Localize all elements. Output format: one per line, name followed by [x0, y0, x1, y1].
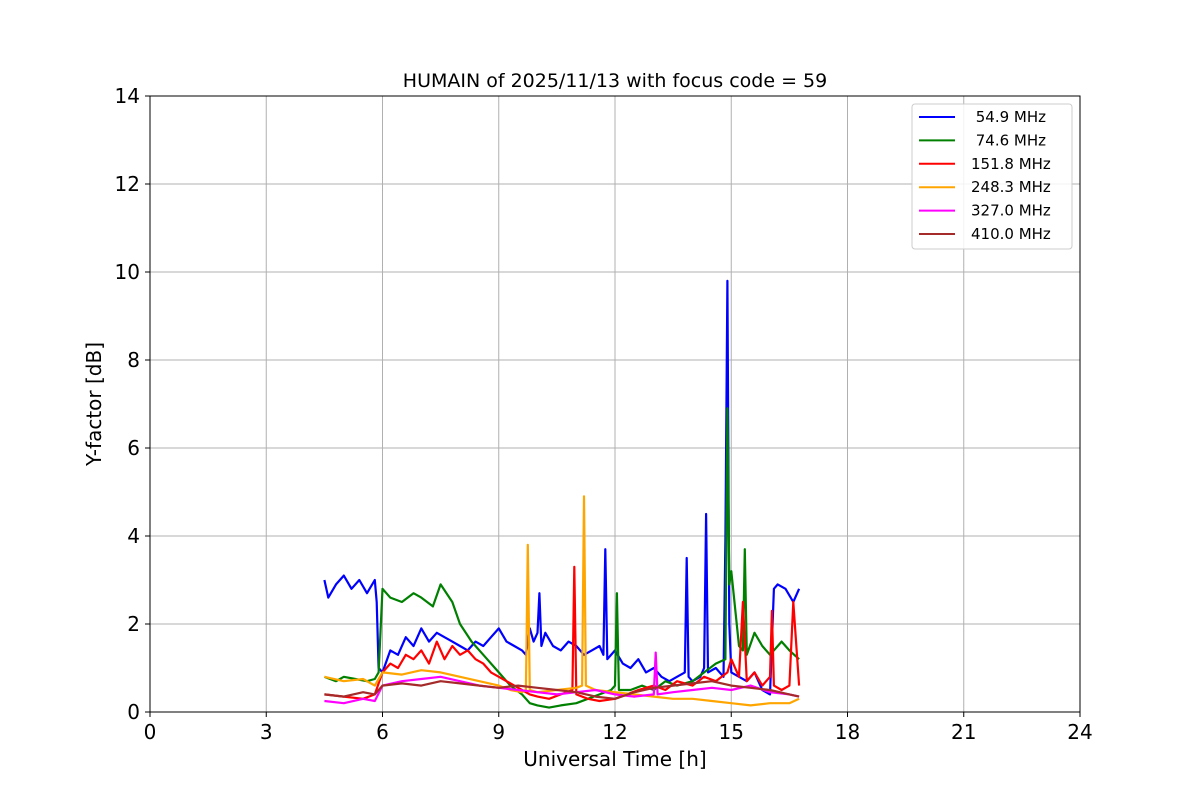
x-tick-label: 24	[1067, 720, 1092, 744]
x-axis-label: Universal Time [h]	[523, 747, 706, 771]
series-lines	[323, 279, 801, 709]
x-tick-label: 6	[376, 720, 389, 744]
x-tick-label: 21	[951, 720, 976, 744]
legend-label-4: 248.3 MHz	[971, 178, 1051, 196]
y-tick-label: 2	[127, 612, 140, 636]
x-tick-label: 12	[602, 720, 627, 744]
legend: 54.9 MHz 74.6 MHz 151.8 MHz 248.3 MHz 327.0…	[911, 103, 1073, 250]
y-axis-label: Y-factor [dB]	[82, 342, 106, 467]
series-line-4	[324, 495, 800, 707]
legend-label-6: 410.0 MHz	[971, 225, 1051, 243]
y-tick-label: 14	[115, 84, 140, 108]
y-tick-label: 8	[127, 348, 140, 372]
x-tick-label: 18	[835, 720, 860, 744]
y-tick-label: 0	[127, 700, 140, 724]
y-tick-label: 4	[127, 524, 140, 548]
legend-label-1: 54.9 MHz	[971, 108, 1046, 126]
legend-label-2: 74.6 MHz	[971, 131, 1046, 149]
x-axis-ticks: 0 3 6 9 12 15 18 21 24	[144, 712, 1093, 744]
y-axis-ticks: 0 2 4 6 8 10 12 14	[115, 84, 150, 724]
x-tick-label: 9	[492, 720, 505, 744]
chart-title: HUMAIN of 2025/11/13 with focus code = 5…	[403, 70, 827, 92]
y-tick-label: 6	[127, 436, 140, 460]
x-tick-label: 15	[719, 720, 744, 744]
x-tick-label: 0	[144, 720, 157, 744]
series-line-6	[324, 680, 800, 700]
series-line-3	[324, 565, 801, 703]
y-tick-label: 10	[115, 260, 140, 284]
x-tick-label: 3	[260, 720, 273, 744]
legend-label-5: 327.0 MHz	[971, 202, 1051, 220]
y-tick-label: 12	[115, 172, 140, 196]
legend-label-3: 151.8 MHz	[971, 155, 1051, 173]
